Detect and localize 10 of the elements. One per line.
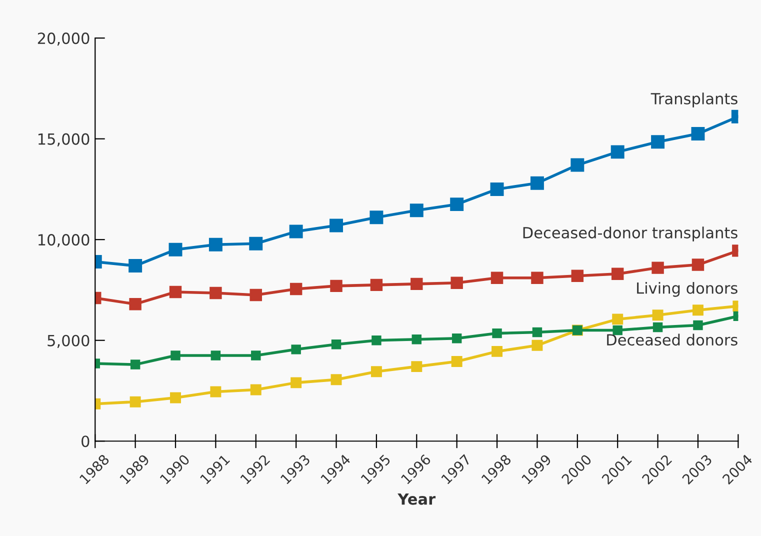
- series-label: Transplants: [650, 92, 738, 108]
- series-label: Deceased donors: [607, 334, 738, 346]
- y-tick-label: 5,000: [48, 334, 90, 348]
- series-label: Living donors: [637, 282, 738, 297]
- x-axis-title: Year: [398, 493, 436, 505]
- y-tick-label: 10,000: [38, 234, 90, 248]
- y-tick-label: 15,000: [38, 133, 90, 146]
- y-tick-label: 0: [82, 436, 90, 448]
- y-tick-label: 20,000: [38, 32, 90, 46]
- series-label: Deceased-donor transplants: [523, 226, 738, 242]
